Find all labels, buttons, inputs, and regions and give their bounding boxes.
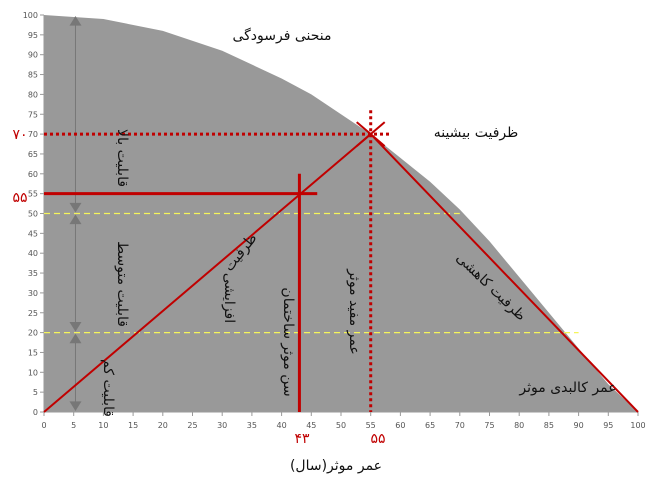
x-tick-label: 35 [247, 421, 257, 430]
x-tick-label: 80 [514, 421, 524, 430]
x-tick-label: 60 [395, 421, 405, 430]
curve-name: منحنی فرسودگی [232, 27, 331, 44]
x-axis-title: عمر موثر(سال) [290, 458, 382, 474]
x-tick-label: 100 [630, 421, 645, 430]
decreasing-capacity-line [369, 133, 639, 413]
zone-medium-label: قابلیت متوسط [114, 241, 130, 327]
x-tick-label: 40 [277, 421, 287, 430]
y-tick-label: 85 [28, 71, 38, 80]
y-tick-label: 5 [33, 388, 38, 397]
threshold-lines [44, 212, 579, 334]
zone-arrow-down-head [69, 322, 82, 332]
capability-zone-arrows [69, 16, 82, 411]
zone-low-label: قابلیت کم [100, 359, 116, 417]
zone-arrow-down-head [69, 401, 82, 411]
capacity-lines [43, 110, 639, 413]
x-tick-label: 0 [41, 421, 46, 430]
y-tick-label: 25 [28, 309, 38, 318]
y-tick-label: 30 [28, 289, 38, 298]
y-tick-label: 40 [28, 249, 38, 258]
x-tick-label: 70 [455, 421, 465, 430]
y-tick-label: 95 [28, 31, 38, 40]
x-tick-label: 45 [306, 421, 316, 430]
y-tick-label: 50 [28, 210, 38, 219]
y-tick-label: 80 [28, 90, 38, 99]
y-tick-label: 10 [28, 368, 38, 377]
increasing-capacity-line [43, 133, 372, 413]
y-tick-label: 20 [28, 329, 38, 338]
peak-y-label: ۷۰ [12, 127, 27, 143]
peak-x-label: ۵۵ [370, 431, 385, 447]
building-x-label: ۴۳ [294, 431, 310, 447]
physical-life-label: عمر کالبدی موثر [518, 380, 616, 396]
building-y-label: ۵۵ [12, 190, 27, 206]
y-tick-label: 65 [28, 150, 38, 159]
x-tick-label: 5 [71, 421, 76, 430]
x-tick-label: 95 [603, 421, 613, 430]
zone-arrow-up-head [69, 333, 82, 344]
y-tick-label: 55 [28, 190, 38, 199]
zone-high-label: قابلیت بالا [114, 129, 130, 187]
peak-capacity-label: ظرفیت بیشینه [434, 125, 519, 141]
x-tick-label: 15 [128, 421, 138, 430]
zone-arrow-up-head [69, 214, 82, 225]
zone-arrow-up-head [69, 16, 82, 26]
zone-arrow-down-head [69, 202, 82, 213]
deterioration-curve-area [44, 15, 638, 412]
x-tick-label: 55 [366, 421, 376, 430]
building-age-label: سن موثر ساختمان [280, 287, 296, 396]
x-tick-label: 50 [336, 421, 346, 430]
x-tick-label: 20 [158, 421, 168, 430]
x-tick-label: 10 [98, 421, 108, 430]
x-tick-label: 75 [484, 421, 494, 430]
x-tick-label: 85 [544, 421, 554, 430]
x-axis-ticks: 0 5 10 15 20 25 30 35 40 45 50 55 60 65 70 75 80 85 90 95 10… [41, 411, 646, 430]
x-tick-label: 90 [574, 421, 584, 430]
y-tick-label: 60 [28, 170, 38, 179]
y-tick-label: 90 [28, 51, 38, 60]
y-tick-label: 100 [23, 11, 38, 20]
y-tick-label: 45 [28, 229, 38, 238]
x-tick-label: 30 [217, 421, 227, 430]
useful-life-label: عمر مفید موثر [346, 268, 362, 355]
y-axis-ticks: 0 5 10 15 20 25 30 35 40 45 50 55 60 65 70 75 80 85 90 95 10… [23, 11, 45, 417]
y-tick-label: 70 [28, 130, 38, 139]
y-tick-label: 15 [28, 348, 38, 357]
x-tick-label: 25 [187, 421, 197, 430]
y-tick-label: 75 [28, 110, 38, 119]
peak-marker-stroke [356, 121, 386, 147]
y-tick-label: 0 [33, 408, 38, 417]
y-tick-label: 35 [28, 269, 38, 278]
increasing-capacity-label-2: افزایشی [221, 273, 237, 323]
x-tick-label: 65 [425, 421, 435, 430]
